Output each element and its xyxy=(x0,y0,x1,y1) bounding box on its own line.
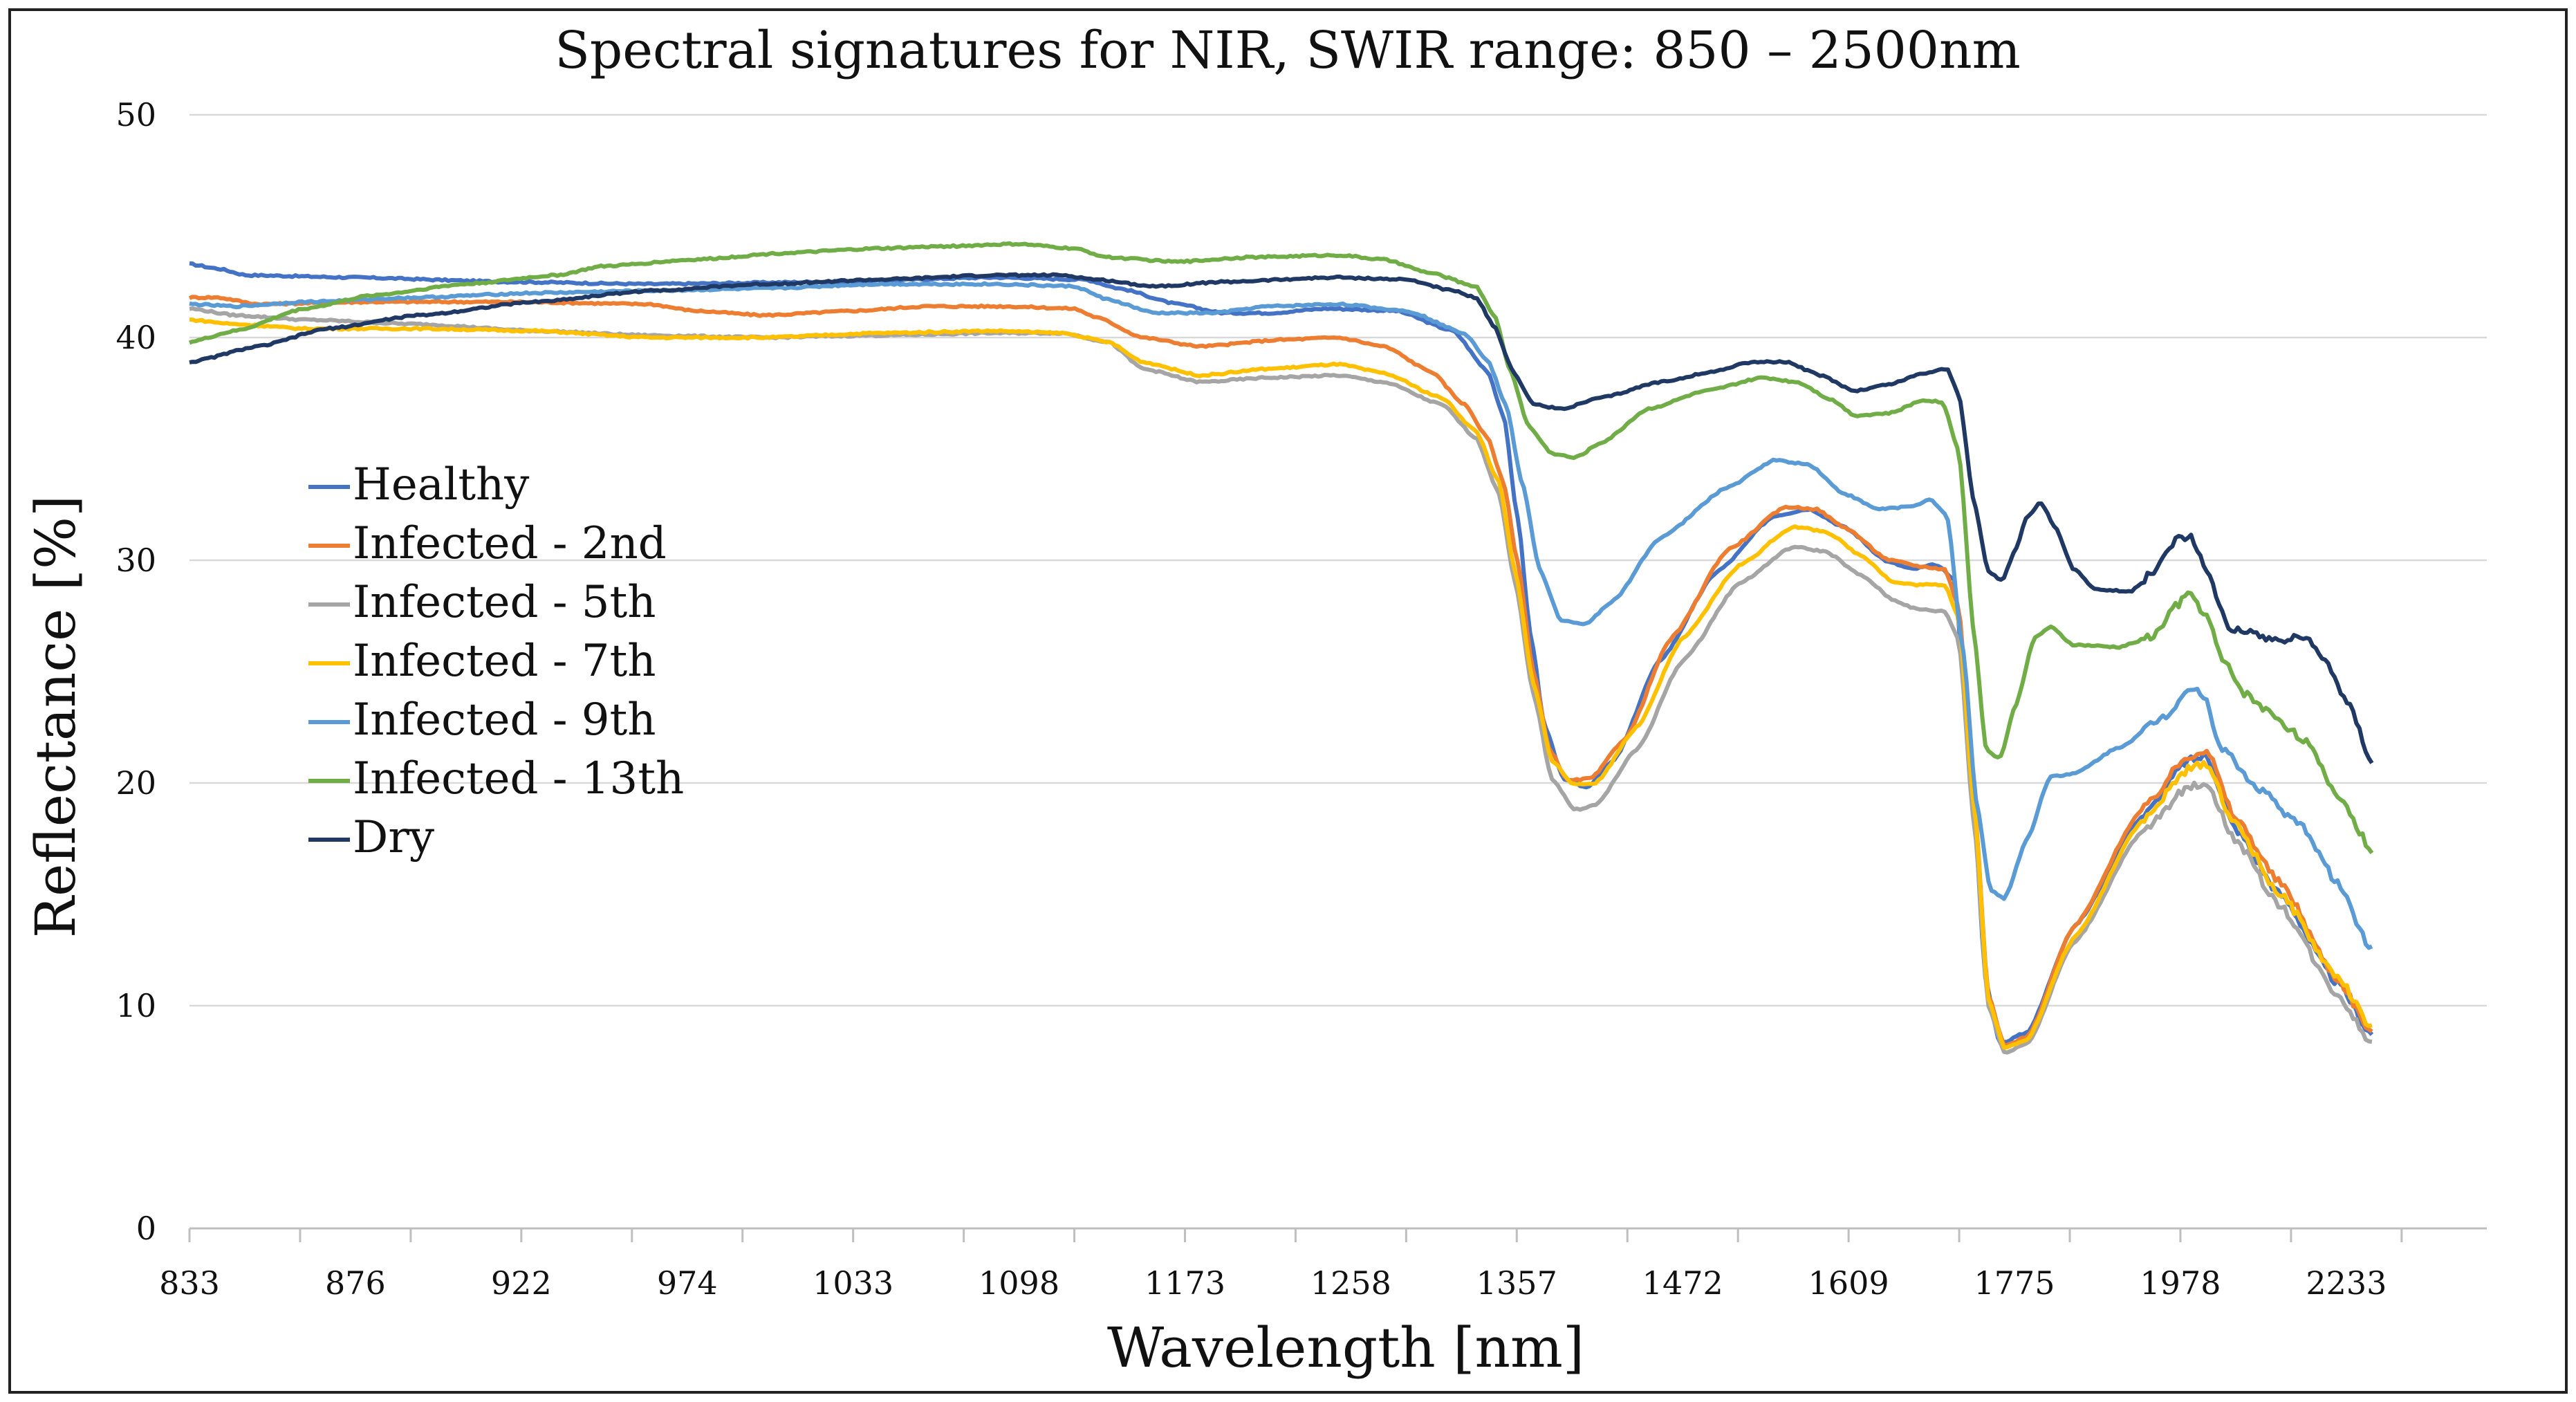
series-line-dry xyxy=(189,272,2374,764)
chart-title: Spectral signatures for NIR, SWIR range:… xyxy=(555,21,2021,80)
legend: Healthy Infected - 2nd Infected - 5th Infec… xyxy=(308,459,684,863)
y-tick-label: 0 xyxy=(136,1210,156,1247)
legend-label: Healthy xyxy=(353,459,529,510)
y-tick-label: 20 xyxy=(115,764,156,802)
legend-label: Infected - 2nd xyxy=(353,518,667,569)
chart-canvas: 0 10 20 30 40 50 833 876 922 974 1033 1098 1173 1258… xyxy=(24,21,2487,1380)
x-tick-label: 2233 xyxy=(2306,1264,2387,1302)
legend-label: Infected - 9th xyxy=(353,694,656,746)
series-line-infected-7th xyxy=(189,317,2373,1050)
legend-label: Infected - 13th xyxy=(353,753,684,804)
y-tick-label: 40 xyxy=(115,319,156,356)
legend-label: Infected - 5th xyxy=(353,577,656,628)
x-tick-label: 1258 xyxy=(1310,1264,1391,1302)
y-tick-label: 10 xyxy=(115,987,156,1024)
series-line-healthy xyxy=(189,261,2374,1046)
x-tick-label: 1609 xyxy=(1808,1264,1889,1302)
x-tick-label: 1978 xyxy=(2140,1264,2221,1302)
x-axis-title: Wavelength [nm] xyxy=(1107,1316,1584,1380)
series-line-infected-9th xyxy=(189,281,2373,950)
x-tick-label: 1033 xyxy=(813,1264,893,1302)
x-tick-label: 876 xyxy=(325,1264,386,1302)
y-tick-label: 30 xyxy=(115,542,156,579)
y-tick-label: 50 xyxy=(115,96,156,133)
series-line-infected-13th xyxy=(188,241,2374,855)
x-tick-label: 1098 xyxy=(979,1264,1059,1302)
y-tick-labels: 0 10 20 30 40 50 xyxy=(115,96,156,1247)
legend-label: Dry xyxy=(353,812,434,863)
series-lines xyxy=(188,241,2374,1055)
x-tick-label: 1357 xyxy=(1476,1264,1557,1302)
x-axis: 833 876 922 974 1033 1098 1173 1258 1357 1472 1609… xyxy=(159,1227,2487,1302)
x-tick-label: 974 xyxy=(657,1264,718,1302)
x-tick-label: 1775 xyxy=(1974,1264,2055,1302)
grid-lines xyxy=(189,113,2487,1007)
x-tick-label: 833 xyxy=(159,1264,220,1302)
x-tick-label: 1472 xyxy=(1642,1264,1723,1302)
x-tick-label: 922 xyxy=(491,1264,552,1302)
chart-frame: 0 10 20 30 40 50 833 876 922 974 1033 1098 1173 1258… xyxy=(8,8,2568,1394)
legend-label: Infected - 7th xyxy=(353,636,656,687)
x-tick-label: 1173 xyxy=(1145,1264,1225,1302)
y-axis-title: Reflectance [%] xyxy=(24,495,88,938)
